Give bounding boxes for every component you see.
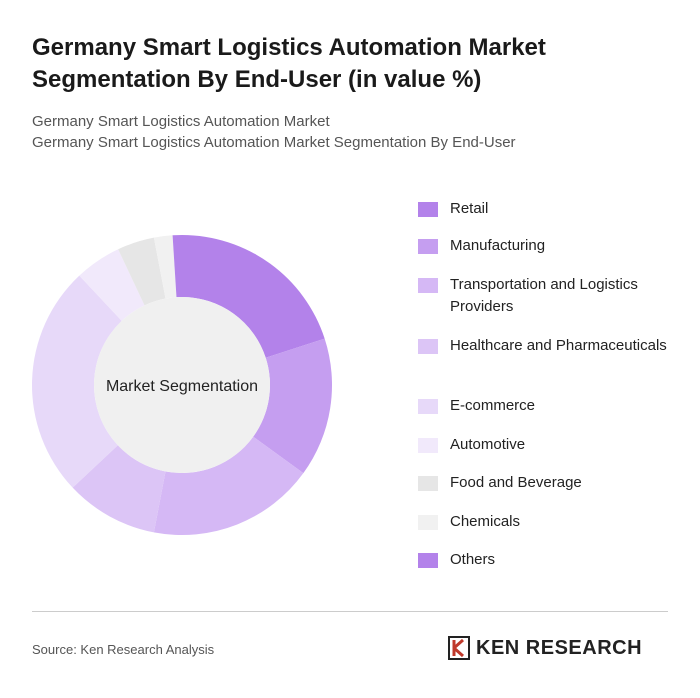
legend-swatch xyxy=(418,399,438,414)
donut-segment xyxy=(32,275,122,488)
donut-segment xyxy=(172,235,182,298)
legend-item: Food and Beverage xyxy=(418,472,670,494)
legend-label: Chemicals xyxy=(450,513,521,530)
legend-swatch xyxy=(418,476,438,491)
subtitle: Germany Smart Logistics Automation Marke… xyxy=(32,134,516,151)
legend-item: Others xyxy=(418,549,670,571)
legend-label: Retail xyxy=(450,200,489,217)
divider xyxy=(32,611,668,612)
logo-text: KEN RESEARCH xyxy=(476,636,643,659)
chart-title: Germany Smart Logistics Automation Marke… xyxy=(32,34,546,93)
legend-item: E-commerce xyxy=(418,395,670,417)
legend-swatch xyxy=(418,515,438,530)
legend-label: Transportation and Logistics Providers xyxy=(450,276,638,315)
donut-segment xyxy=(153,235,177,299)
legend-label: Healthcare and Pharmaceuticals xyxy=(450,337,667,354)
legend-item: Healthcare and Pharmaceuticals xyxy=(418,335,670,357)
legend-item: Automotive xyxy=(418,434,670,456)
donut-segment xyxy=(253,338,332,474)
legend-swatch xyxy=(418,339,438,354)
donut-chart: Market Segmentation xyxy=(32,235,332,535)
legend-label: Others xyxy=(450,551,496,568)
legend-label: Automotive xyxy=(450,436,526,453)
donut-segment xyxy=(153,436,304,535)
donut-segment xyxy=(118,237,166,306)
logo-icon xyxy=(448,636,470,660)
legend-item: Transportation and Logistics Providers xyxy=(418,274,670,318)
legend-label: E-commerce xyxy=(450,397,536,414)
legend-item: Retail xyxy=(418,198,670,220)
logo: KEN RESEARCH xyxy=(448,636,642,660)
legend-label: Manufacturing xyxy=(450,237,546,254)
legend-swatch xyxy=(418,202,438,217)
donut-segment xyxy=(182,235,325,358)
legend-swatch xyxy=(418,239,438,254)
legend-label: Food and Beverage xyxy=(450,474,582,491)
source: Source: Ken Research Analysis xyxy=(32,642,215,657)
legend-swatch xyxy=(418,278,438,293)
donut-segment xyxy=(72,445,166,533)
donut-segment xyxy=(79,249,145,321)
legend-swatch xyxy=(418,438,438,453)
center-label: Market Segmentation xyxy=(106,378,258,395)
legend-item: Manufacturing xyxy=(418,235,670,257)
legend-swatch xyxy=(418,553,438,568)
legend-item: Chemicals xyxy=(418,511,670,533)
donut-hole xyxy=(94,297,270,473)
subtitle: Germany Smart Logistics Automation Marke… xyxy=(32,113,330,130)
